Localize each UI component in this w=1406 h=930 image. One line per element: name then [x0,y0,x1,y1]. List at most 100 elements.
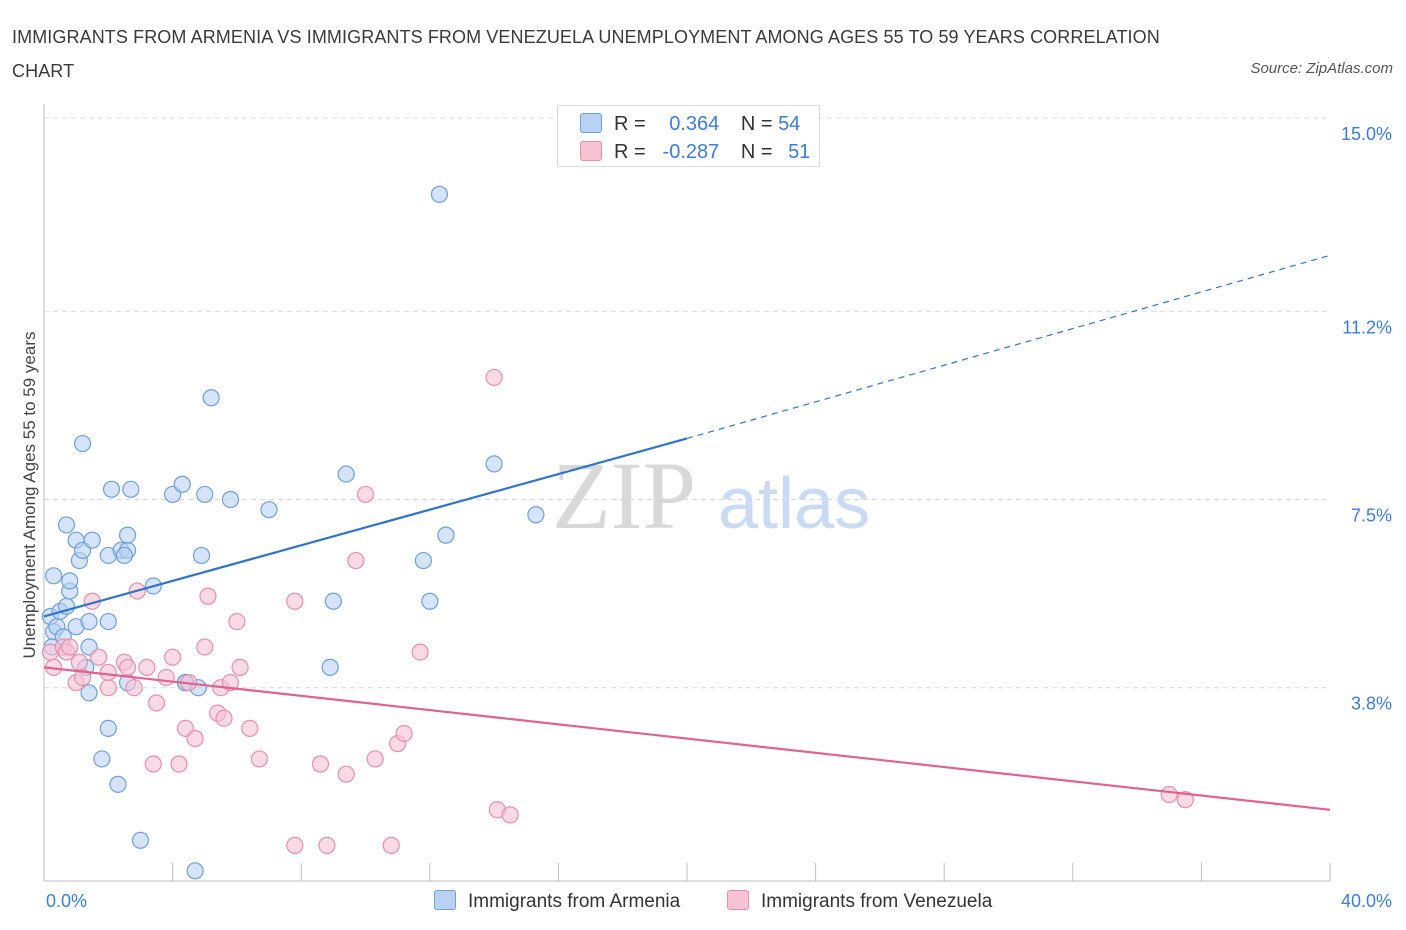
venezuela-point [125,679,143,697]
armenia-point [421,592,439,610]
venezuela-point [90,648,108,666]
venezuela-r-value: -0.287 [662,141,720,163]
venezuela-point [318,836,336,854]
venezuela-point [250,750,269,768]
venezuela-swatch [727,890,749,910]
armenia-point [57,516,76,534]
venezuela-point [395,724,413,743]
y-tick-label: 3.8% [1351,694,1392,714]
armenia-point [337,465,355,483]
bottom-legend-venezuela: Immigrants from Venezuela [727,890,992,913]
armenia-trend-extension [686,254,1331,440]
armenia-point [73,434,92,453]
armenia-point [99,719,117,738]
y-tick-labels: 3.8% 7.5% 11.2% 15.0% [1341,124,1392,714]
armenia-point [122,480,140,498]
venezuela-point [311,755,330,773]
armenia-point [430,185,449,203]
armenia-point [196,485,214,504]
x-tick-labels: 0.0% 40.0% [46,891,1392,911]
venezuela-point [241,719,259,738]
venezuela-point [99,663,117,682]
bottom-legend-armenia: Immigrants from Armenia [434,890,680,913]
armenia-n-value: 54 [778,113,801,135]
venezuela-point [366,750,384,768]
venezuela-point [196,638,214,656]
venezuela-point [356,485,375,504]
armenia-point [173,475,191,493]
venezuela-point [485,368,503,387]
venezuela-point [61,638,79,656]
venezuela-point [138,658,156,676]
venezuela-point [228,612,246,631]
venezuela-trend-line [43,666,1331,811]
venezuela-point [70,653,88,671]
venezuela-point [186,729,204,748]
armenia-point [186,862,204,880]
venezuela-point [215,709,233,727]
armenia-swatch [580,113,602,133]
venezuela-point [164,648,182,666]
correlation-legend: R = 0.364 N = 54 R = -0.287 N = 51 [557,105,820,167]
watermark: ZIP atlas [552,442,870,549]
grid-lines [44,117,1330,689]
venezuela-point [99,679,117,697]
y-tick-label: 11.2% [1342,317,1392,337]
venezuela-point [501,806,519,824]
n-label: N = [740,113,773,135]
venezuela-point [118,658,137,676]
venezuela-point [147,694,166,712]
r-label: R = [614,141,646,163]
venezuela-point [382,836,400,854]
armenia-point [80,684,98,702]
armenia-swatch [434,890,456,910]
armenia-point [131,831,150,849]
venezuela-point [337,765,355,783]
armenia-point [45,567,63,585]
venezuela-point [286,836,304,854]
x-tick-label: 40.0% [1341,891,1392,911]
armenia-point [260,501,278,519]
armenia-r-value: 0.364 [669,113,720,135]
venezuela-point [170,755,188,773]
venezuela-point [157,668,175,687]
armenia-point [115,546,133,565]
venezuela-point [1160,785,1178,804]
y-tick-label: 7.5% [1351,506,1392,526]
venezuela-legend-label: Immigrants from Venezuela [761,891,993,912]
venezuela-point [411,643,429,661]
y-tick-label: 15.0% [1341,124,1392,144]
venezuela-point [286,592,304,610]
armenia-point [118,526,137,544]
x-tick-label: 0.0% [46,891,87,911]
armenia-point [324,592,342,610]
armenia-point [221,490,240,509]
armenia-point [61,572,79,590]
armenia-point [192,546,211,565]
venezuela-point [231,658,249,676]
axes [43,104,1331,882]
armenia-point [485,455,503,473]
armenia-point [102,480,121,498]
armenia-point [99,612,117,631]
venezuela-point [1176,791,1194,809]
legend-row-venezuela: R = -0.287 N = 51 [580,140,810,164]
armenia-legend-label: Immigrants from Armenia [468,891,681,912]
armenia-point [414,551,432,570]
trend-lines [43,254,1331,811]
armenia-point [202,389,220,407]
r-label: R = [614,113,646,135]
armenia-point [527,506,545,524]
watermark-zip: ZIP [552,442,696,549]
armenia-point [80,612,98,631]
venezuela-n-value: 51 [788,141,811,163]
source-label: Source: ZipAtlas.com [1250,60,1393,77]
armenia-point [109,775,127,793]
chart-title: IMMIGRANTS FROM ARMENIA VS IMMIGRANTS FR… [12,27,1160,81]
watermark-atlas: atlas [718,464,870,544]
venezuela-point [144,755,162,773]
venezuela-swatch [580,141,602,161]
armenia-point [83,531,101,549]
armenia-point [321,658,339,676]
